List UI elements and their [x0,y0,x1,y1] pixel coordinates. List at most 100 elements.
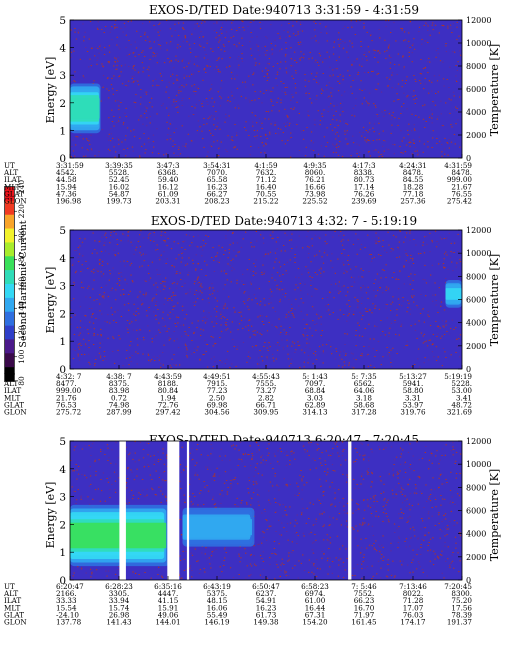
heatmap-noise-dot [257,49,259,51]
heatmap-noise-dot [170,41,172,43]
heatmap-noise-dot [321,116,324,117]
heatmap-noise-dot [178,146,180,148]
heatmap-noise-dot [355,233,357,235]
heatmap-noise-dot [194,107,196,109]
heatmap-noise-dot [438,468,441,470]
heatmap-noise-dot [203,310,205,312]
heatmap-noise-dot [273,541,276,542]
heatmap-noise-dot [376,273,379,275]
heatmap-noise-dot [256,135,258,137]
heatmap-noise-dot [326,89,328,91]
heatmap-noise-dot [235,255,237,257]
heatmap-noise-dot [353,311,355,313]
heatmap-noise-dot [144,32,146,34]
heatmap-noise-dot [363,22,365,24]
heatmap-noise-dot [237,465,239,466]
heatmap-noise-dot [236,134,238,136]
heatmap-noise-dot [296,101,298,103]
heatmap-noise-dot [108,279,110,281]
heatmap-noise-dot [304,328,306,329]
heatmap-noise-dot [250,242,252,244]
heatmap-noise-dot [255,62,257,64]
heatmap-noise-dot [367,72,369,73]
heatmap-noise-dot [270,100,273,102]
heatmap-noise-dot [341,94,343,96]
heatmap-noise-dot [355,59,358,60]
heatmap-noise-dot [73,50,75,52]
heatmap-noise-dot [260,234,262,236]
heatmap-noise-dot [440,504,442,506]
heatmap-noise-dot [450,450,452,452]
orbit-cell: 8478. [451,168,472,177]
heatmap-noise-dot [303,53,305,55]
heatmap-noise-dot [217,155,219,157]
heatmap-noise-dot [320,335,322,336]
heatmap-noise-dot [402,560,404,562]
heatmap-noise-dot [371,578,373,579]
heatmap-noise-dot [119,261,122,262]
heatmap-noise-dot [196,327,198,329]
heatmap-noise-dot [177,99,179,101]
orbit-cell: 5:13:27 [399,372,427,381]
y-tick-label: 1 [59,336,66,348]
heatmap-noise-dot [266,73,268,74]
heatmap-noise-dot [275,358,277,360]
heatmap-noise-dot [401,79,404,81]
heatmap-noise-dot [329,516,331,518]
heatmap-noise-dot [286,339,288,341]
heatmap-noise-dot [74,71,76,73]
heatmap-noise-dot [145,280,147,282]
heatmap-noise-dot [254,330,256,332]
heatmap-noise-dot [156,286,159,288]
heatmap-noise-dot [404,495,406,497]
heatmap-noise-dot [354,575,356,577]
heatmap-noise-dot [337,575,339,577]
heatmap-noise-dot [435,506,437,508]
heatmap-noise-dot [260,462,262,464]
heatmap-noise-dot [217,58,219,60]
heatmap-noise-dot [237,251,239,253]
heatmap-noise-dot [303,352,306,354]
heatmap-noise-dot [352,512,354,514]
heatmap-noise-dot [362,276,364,278]
heatmap-noise-dot [160,459,162,460]
heatmap-noise-dot [115,322,117,323]
heatmap-noise-dot [274,124,276,126]
heatmap-noise-dot [446,528,448,530]
heatmap-noise-dot [323,553,325,555]
heatmap-noise-dot [77,473,80,475]
heatmap-noise-dot [363,458,365,460]
heatmap-noise-dot [300,310,302,312]
heatmap-noise-dot [323,511,325,513]
heatmap-noise-dot [143,113,146,114]
heatmap-noise-dot [323,491,325,492]
heatmap-noise-dot [272,66,274,67]
heatmap-noise-dot [242,341,245,343]
heatmap-noise-dot [266,50,268,52]
heatmap-noise-dot [231,95,233,97]
heatmap-noise-dot [108,90,110,92]
heatmap-noise-dot [305,522,307,524]
heatmap-noise-dot [140,299,142,301]
heatmap-noise-dot [307,269,309,270]
orbit-cell: 16.70 [354,603,375,612]
heatmap-noise-dot [290,65,292,67]
heatmap-noise-dot [339,102,342,104]
heatmap-noise-dot [424,341,426,343]
heatmap-noise-dot [343,264,345,266]
heatmap-noise-dot [324,240,326,242]
heatmap-noise-dot [191,242,193,244]
heatmap-noise-dot [102,66,104,68]
orbit-cell: 83.98 [109,386,130,395]
heatmap-noise-dot [135,310,137,312]
heatmap-noise-dot [256,463,258,465]
heatmap-noise-dot [299,367,301,369]
heatmap-noise-dot [317,110,319,112]
heatmap-noise-dot [160,486,162,488]
heatmap-noise-dot [438,557,440,559]
heatmap-noise-dot [99,44,101,46]
heatmap-noise-dot [207,236,209,237]
heatmap-noise-dot [172,314,175,316]
heatmap-noise-dot [124,278,126,280]
